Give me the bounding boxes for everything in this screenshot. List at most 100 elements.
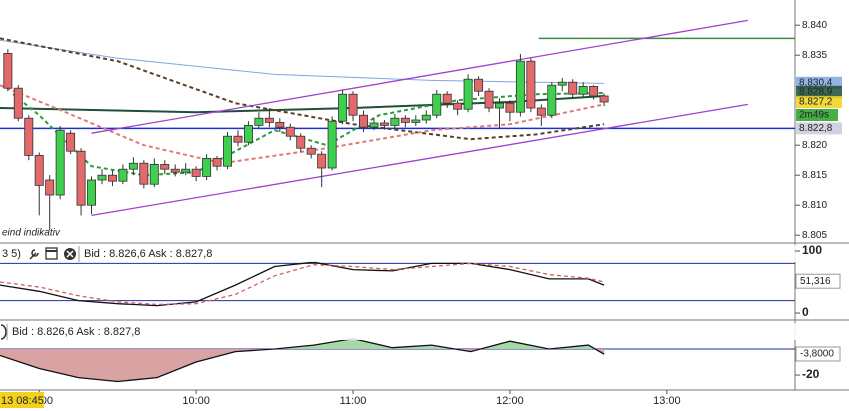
candle-body bbox=[421, 114, 431, 121]
moving-average bbox=[0, 84, 605, 165]
area-fill-positive bbox=[273, 338, 596, 350]
candle-body bbox=[495, 102, 504, 109]
candle-body bbox=[515, 60, 525, 113]
candle-body bbox=[379, 122, 389, 126]
candle-body bbox=[432, 93, 442, 116]
candle-body bbox=[411, 119, 421, 123]
panel-icon[interactable] bbox=[0, 324, 7, 340]
candle-body bbox=[463, 78, 473, 110]
candle-body bbox=[453, 102, 463, 110]
candle-body bbox=[202, 157, 212, 177]
candle-body bbox=[97, 174, 107, 181]
candle-body bbox=[369, 122, 379, 128]
axis-layer: 8.8408.8358.8208.8158.8108.8058.830,48.8… bbox=[0, 20, 842, 408]
candle-body bbox=[212, 157, 222, 167]
candle-body bbox=[76, 150, 86, 206]
price-label: 8.830,4 bbox=[799, 77, 833, 88]
y-tick-label: 8.815 bbox=[802, 170, 827, 181]
x-tick-label: 12:00 bbox=[496, 395, 524, 407]
candle-body bbox=[327, 120, 337, 169]
candle-body bbox=[45, 179, 55, 196]
candle-body bbox=[578, 86, 588, 95]
candle-body bbox=[526, 60, 536, 109]
start-label-box bbox=[0, 392, 44, 408]
candle-body bbox=[484, 90, 494, 109]
candle-body bbox=[223, 135, 232, 167]
toolbar-bg bbox=[0, 245, 849, 262]
maximize-icon[interactable] bbox=[45, 247, 58, 260]
candle-body bbox=[296, 135, 306, 149]
y-tick-label: 8.820 bbox=[802, 140, 827, 151]
candle-body bbox=[505, 102, 515, 113]
y-tick-label: 8.805 bbox=[802, 230, 827, 241]
trend-channel-line bbox=[91, 19, 749, 134]
candle-body bbox=[442, 93, 452, 104]
candle-body bbox=[34, 154, 44, 186]
value-label: -3,8000 bbox=[800, 349, 834, 360]
candle-body bbox=[254, 117, 264, 126]
candle-body bbox=[557, 81, 567, 86]
candle-body bbox=[400, 117, 410, 123]
candle-body bbox=[390, 117, 400, 126]
note: eind indikativ bbox=[2, 228, 61, 239]
candle-body bbox=[338, 93, 348, 122]
value-label-box bbox=[795, 273, 841, 289]
plot-layer bbox=[0, 19, 795, 383]
candle-body bbox=[264, 117, 274, 123]
moving-average bbox=[12, 92, 605, 177]
candle-body bbox=[568, 81, 578, 95]
candle-body bbox=[536, 107, 546, 116]
candle-body bbox=[3, 53, 13, 89]
candle-body bbox=[13, 87, 23, 119]
timer-box bbox=[796, 109, 838, 121]
candle-body bbox=[170, 168, 180, 173]
toolbar: 3 5) Bid : 8.826,6 Ask : 8.827,8 bbox=[0, 245, 849, 262]
quote: Bid : 8.826,6 Ask : 8.827,8 bbox=[12, 326, 140, 338]
candle-body bbox=[275, 122, 285, 128]
x-tick-label: 13:00 bbox=[653, 395, 681, 407]
price-label-box bbox=[796, 96, 842, 108]
price-label-box bbox=[796, 122, 842, 135]
moving-average bbox=[0, 39, 605, 84]
candle-body bbox=[547, 84, 557, 116]
candle-body bbox=[243, 125, 253, 143]
trend-channel-line bbox=[91, 103, 749, 217]
price-label: 8.827,2 bbox=[799, 97, 833, 108]
y-tick-label: 8.840 bbox=[802, 20, 827, 31]
oscillator-line bbox=[0, 337, 605, 383]
price-label: 8.828,9 bbox=[799, 86, 833, 97]
candle-body bbox=[55, 129, 65, 196]
timer: 2m49s bbox=[799, 110, 829, 121]
candle-body bbox=[348, 93, 358, 116]
candle-body bbox=[317, 153, 327, 169]
candle-body bbox=[191, 168, 201, 177]
candle-body bbox=[306, 147, 316, 155]
oscillator-line bbox=[0, 261, 605, 307]
area-fill-negative bbox=[0, 349, 605, 382]
y-tick-label: 8.810 bbox=[802, 200, 827, 211]
candle-body bbox=[128, 162, 138, 170]
oscillator-line bbox=[0, 262, 605, 306]
candle-body bbox=[181, 168, 191, 173]
candle-body bbox=[160, 163, 170, 170]
candle-body bbox=[233, 135, 243, 143]
candle-body bbox=[139, 162, 149, 185]
price-label-box bbox=[796, 85, 842, 98]
candle-body bbox=[589, 86, 599, 97]
candle-body bbox=[599, 95, 609, 103]
moving-average bbox=[0, 37, 605, 141]
indicator-params: 3 5) bbox=[2, 248, 21, 260]
settings-icon[interactable] bbox=[29, 249, 39, 260]
candle-body bbox=[118, 168, 128, 182]
y-tick-label: -20 bbox=[802, 367, 820, 381]
x-tick-label: 10:00 bbox=[182, 395, 210, 407]
candle-body bbox=[474, 78, 484, 92]
quote: Bid : 8.826,6 Ask : 8.827,8 bbox=[84, 248, 212, 260]
candle-body bbox=[285, 126, 295, 137]
candle-body bbox=[149, 163, 159, 185]
price-label: 8.822,8 bbox=[799, 123, 833, 134]
close-icon-x bbox=[66, 250, 74, 258]
